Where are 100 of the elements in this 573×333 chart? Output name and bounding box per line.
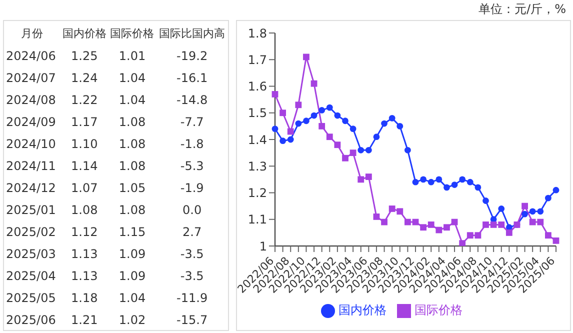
y-tick-label: 1.3 [248, 159, 267, 174]
point [552, 237, 560, 244]
category-label: 2025/02 [5, 224, 57, 241]
point [506, 229, 512, 236]
y-tick-label: 1 [259, 239, 267, 254]
point [482, 198, 489, 204]
data-label: 1.10 [70, 136, 99, 153]
data-label: 1.01 [118, 48, 147, 65]
data-label: 2.7 [182, 224, 203, 241]
point [482, 222, 489, 228]
point [280, 110, 286, 116]
y-tick-label: 1.6 [248, 80, 267, 94]
text: 国际比国内高 [158, 26, 226, 42]
y-tick-label: 1.7 [248, 52, 267, 67]
data-label: 1.17 [70, 114, 99, 131]
point [358, 146, 364, 154]
text: 国际价格 [109, 26, 156, 42]
point [428, 222, 434, 228]
point [412, 178, 419, 186]
point [295, 102, 302, 108]
point [522, 202, 528, 210]
point [350, 150, 356, 156]
point [544, 194, 552, 202]
point [310, 112, 318, 119]
category-label: 2024/07 [5, 70, 57, 87]
point [365, 146, 372, 154]
data-label: -3.5 [179, 268, 205, 285]
point [404, 146, 411, 154]
point [474, 232, 482, 239]
point [303, 118, 310, 124]
point [373, 214, 380, 220]
point [334, 112, 341, 119]
data-label: 1.25 [70, 48, 99, 65]
point [466, 178, 474, 186]
text: 月份 [20, 26, 44, 42]
point [459, 176, 466, 183]
y-tick-label: 1.5 [248, 106, 267, 120]
category-label: 2024/12 [5, 180, 57, 197]
data-label: -19.2 [176, 48, 209, 65]
data-label: 1.13 [70, 246, 99, 263]
point [373, 134, 380, 140]
point [459, 240, 466, 246]
data-label: -11.9 [176, 290, 209, 307]
data-label: 1.08 [70, 202, 99, 219]
category-label: 2025/03 [5, 246, 57, 263]
category-label: 2025/06 [5, 312, 57, 329]
point [334, 142, 341, 148]
data-label: 1.04 [118, 92, 147, 109]
point [318, 122, 326, 130]
category-label: 2024/11 [5, 158, 57, 175]
data-label: -14.8 [176, 92, 209, 109]
point [436, 226, 442, 234]
data-label: -5.3 [179, 158, 205, 175]
point [388, 206, 396, 212]
data-label: -15.7 [176, 312, 209, 329]
point [451, 182, 458, 188]
data-label: 1.08 [118, 114, 147, 131]
point [490, 222, 497, 228]
data-label: -1.8 [179, 136, 205, 153]
data-label: 1.09 [118, 246, 147, 263]
point [474, 184, 482, 191]
data-label: 1.08 [118, 202, 147, 219]
point [295, 120, 302, 127]
data-label: 1.09 [118, 268, 147, 285]
category-label: 2024/08 [5, 92, 57, 109]
point [552, 186, 560, 194]
y-tick-label: 1.2 [248, 186, 267, 200]
point [444, 224, 450, 231]
point [498, 222, 505, 228]
point [310, 80, 318, 87]
data-label: 1.08 [118, 136, 147, 153]
category-label: 2024/10 [5, 136, 57, 153]
text: 单位：元/斤，% [478, 1, 566, 18]
data-label: 1.24 [70, 70, 99, 87]
data-label: -1.9 [179, 180, 205, 197]
point [342, 154, 348, 162]
data-label: 1.14 [70, 158, 99, 175]
point [365, 174, 372, 180]
data-label: -3.5 [179, 246, 205, 263]
data-label: 1.21 [70, 312, 99, 329]
data-label: -7.7 [179, 114, 205, 131]
point [358, 176, 364, 183]
data-label: 1.02 [118, 312, 147, 329]
data-label: 1.12 [70, 224, 99, 241]
point [280, 138, 286, 144]
point [420, 176, 427, 183]
point [318, 107, 326, 114]
point [466, 232, 474, 239]
data-label: 1.08 [118, 158, 147, 175]
point [381, 120, 388, 127]
point [388, 115, 396, 122]
point [529, 208, 536, 215]
point [522, 210, 528, 218]
point [272, 126, 278, 132]
data-label: 1.04 [118, 70, 147, 87]
data-label: 1.04 [118, 290, 147, 307]
data-label: 1.15 [118, 224, 147, 241]
point [287, 128, 294, 135]
point [326, 134, 333, 140]
category-label: 2025/05 [5, 290, 57, 307]
